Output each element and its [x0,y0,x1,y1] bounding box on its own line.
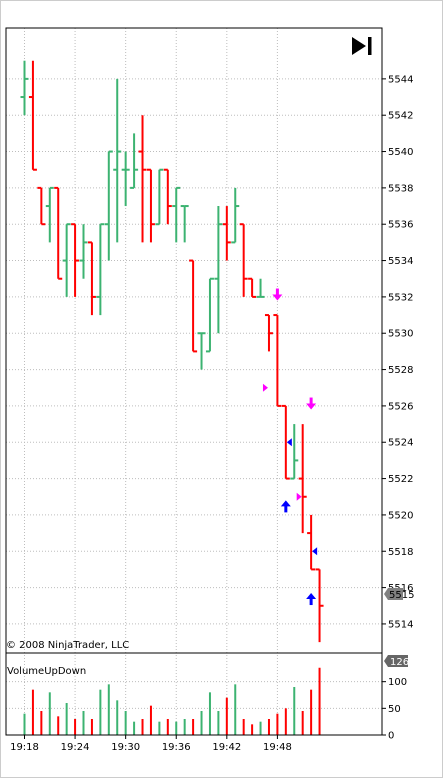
last-volume-badge: 126 [384,655,409,668]
price-tick-label: 5528 [388,365,413,376]
volume-tick-label: 0 [388,731,394,742]
ohlc-bar [54,186,63,280]
end-bar-icon [368,37,372,55]
axes: 5514551655185520552255245526552855305532… [10,74,413,753]
last-price-badge-bg [384,588,403,600]
buy-arrow-head [280,500,291,507]
scroll-to-end-button[interactable] [352,37,372,55]
time-tick-label: 19:24 [61,742,90,753]
ohlc-bar [273,314,282,407]
price-tick-label: 5526 [388,401,413,412]
ohlc-bar [96,223,105,316]
time-tick-label: 19:42 [212,742,241,753]
price-tick-label: 5542 [388,111,413,122]
ohlc-bar [138,115,147,243]
ohlc-bar [248,277,257,298]
play-icon [352,37,366,55]
price-tick-label: 5518 [388,547,413,558]
ohlc-bar [37,186,46,226]
price-tick-label: 5530 [388,329,413,340]
indicator-label: VolumeUpDown [7,666,86,677]
ohlc-bar [205,277,214,353]
ohlc-bar [214,206,223,334]
volume-tick-label: 100 [388,677,407,688]
ohlc-bar [71,223,80,297]
plot-frame [5,27,383,736]
last-price-badge: 5515 [384,588,414,601]
ohlc-bar [121,151,130,207]
sell-arrow-head [306,403,317,410]
price-tick-label: 5514 [388,619,413,630]
sell-signal-arrow [306,397,317,410]
sell-arrow-head [272,294,283,301]
ohlc-bar [45,186,54,243]
ohlc-bar [307,514,316,571]
grid-layer [6,28,382,736]
ohlc-bar [79,224,88,279]
time-tick-label: 19:30 [111,742,140,753]
ohlc-bar [315,568,324,643]
sell-signal-arrow [272,288,283,301]
ohlc-bar [290,424,299,480]
sell-arrow-shaft [275,288,279,296]
last-volume-badge-text: 126 [390,657,409,668]
price-tick-label: 5544 [388,74,413,85]
ohlc-bar [62,223,71,297]
signal-markers [262,288,318,606]
ohlc-bar [231,187,240,244]
volume-series [23,667,321,735]
entry-triangle-marker [262,383,268,392]
ohlc-bar [264,314,273,352]
price-tick-label: 5536 [388,220,413,231]
ohlc-bar [239,223,248,297]
copyright-label: © 2008 NinjaTrader, LLC [6,640,129,651]
exit-triangle-marker [312,547,318,556]
ohlc-bar [130,133,139,189]
price-series [20,60,324,643]
ohlc-bar [146,168,155,243]
price-tick-label: 5534 [388,256,413,267]
time-tick-label: 19:36 [162,742,191,753]
ohlc-bar [28,60,37,171]
ohlc-bar [256,278,265,298]
ohlc-bar [189,259,198,353]
buy-signal-arrow [280,500,291,513]
last-price-badge-text: 5515 [389,590,414,601]
time-tick-label: 19:18 [10,742,39,753]
sell-arrow-shaft [309,397,313,405]
volume-tick-label: 50 [388,704,401,715]
ohlc-bar [20,60,29,116]
ohlc-bar [180,205,189,243]
ohlc-bar [163,168,172,225]
price-tick-label: 5520 [388,510,413,521]
ohlc-bar [104,150,113,261]
buy-arrow-shaft [309,598,313,606]
exit-triangle-marker [286,438,292,447]
ohlc-bar [172,186,181,243]
buy-arrow-shaft [284,505,288,513]
buy-arrow-head [306,593,317,600]
price-tick-label: 5522 [388,474,413,485]
ohlc-bar [197,332,206,370]
ohlc-bar [222,206,231,261]
price-tick-label: 5532 [388,292,413,303]
ohlc-bar [298,424,307,534]
buy-signal-arrow [306,593,317,606]
ohlc-bar [113,78,122,243]
time-tick-label: 19:48 [263,742,292,753]
price-tick-label: 5538 [388,183,413,194]
ohlc-bar [87,241,96,316]
last-volume-badge-bg [384,655,408,667]
ohlc-bar [155,168,164,226]
price-tick-label: 5540 [388,147,413,158]
ohlc-bar [281,404,290,480]
entry-triangle-marker [296,492,302,501]
price-tick-label: 5524 [388,438,413,449]
